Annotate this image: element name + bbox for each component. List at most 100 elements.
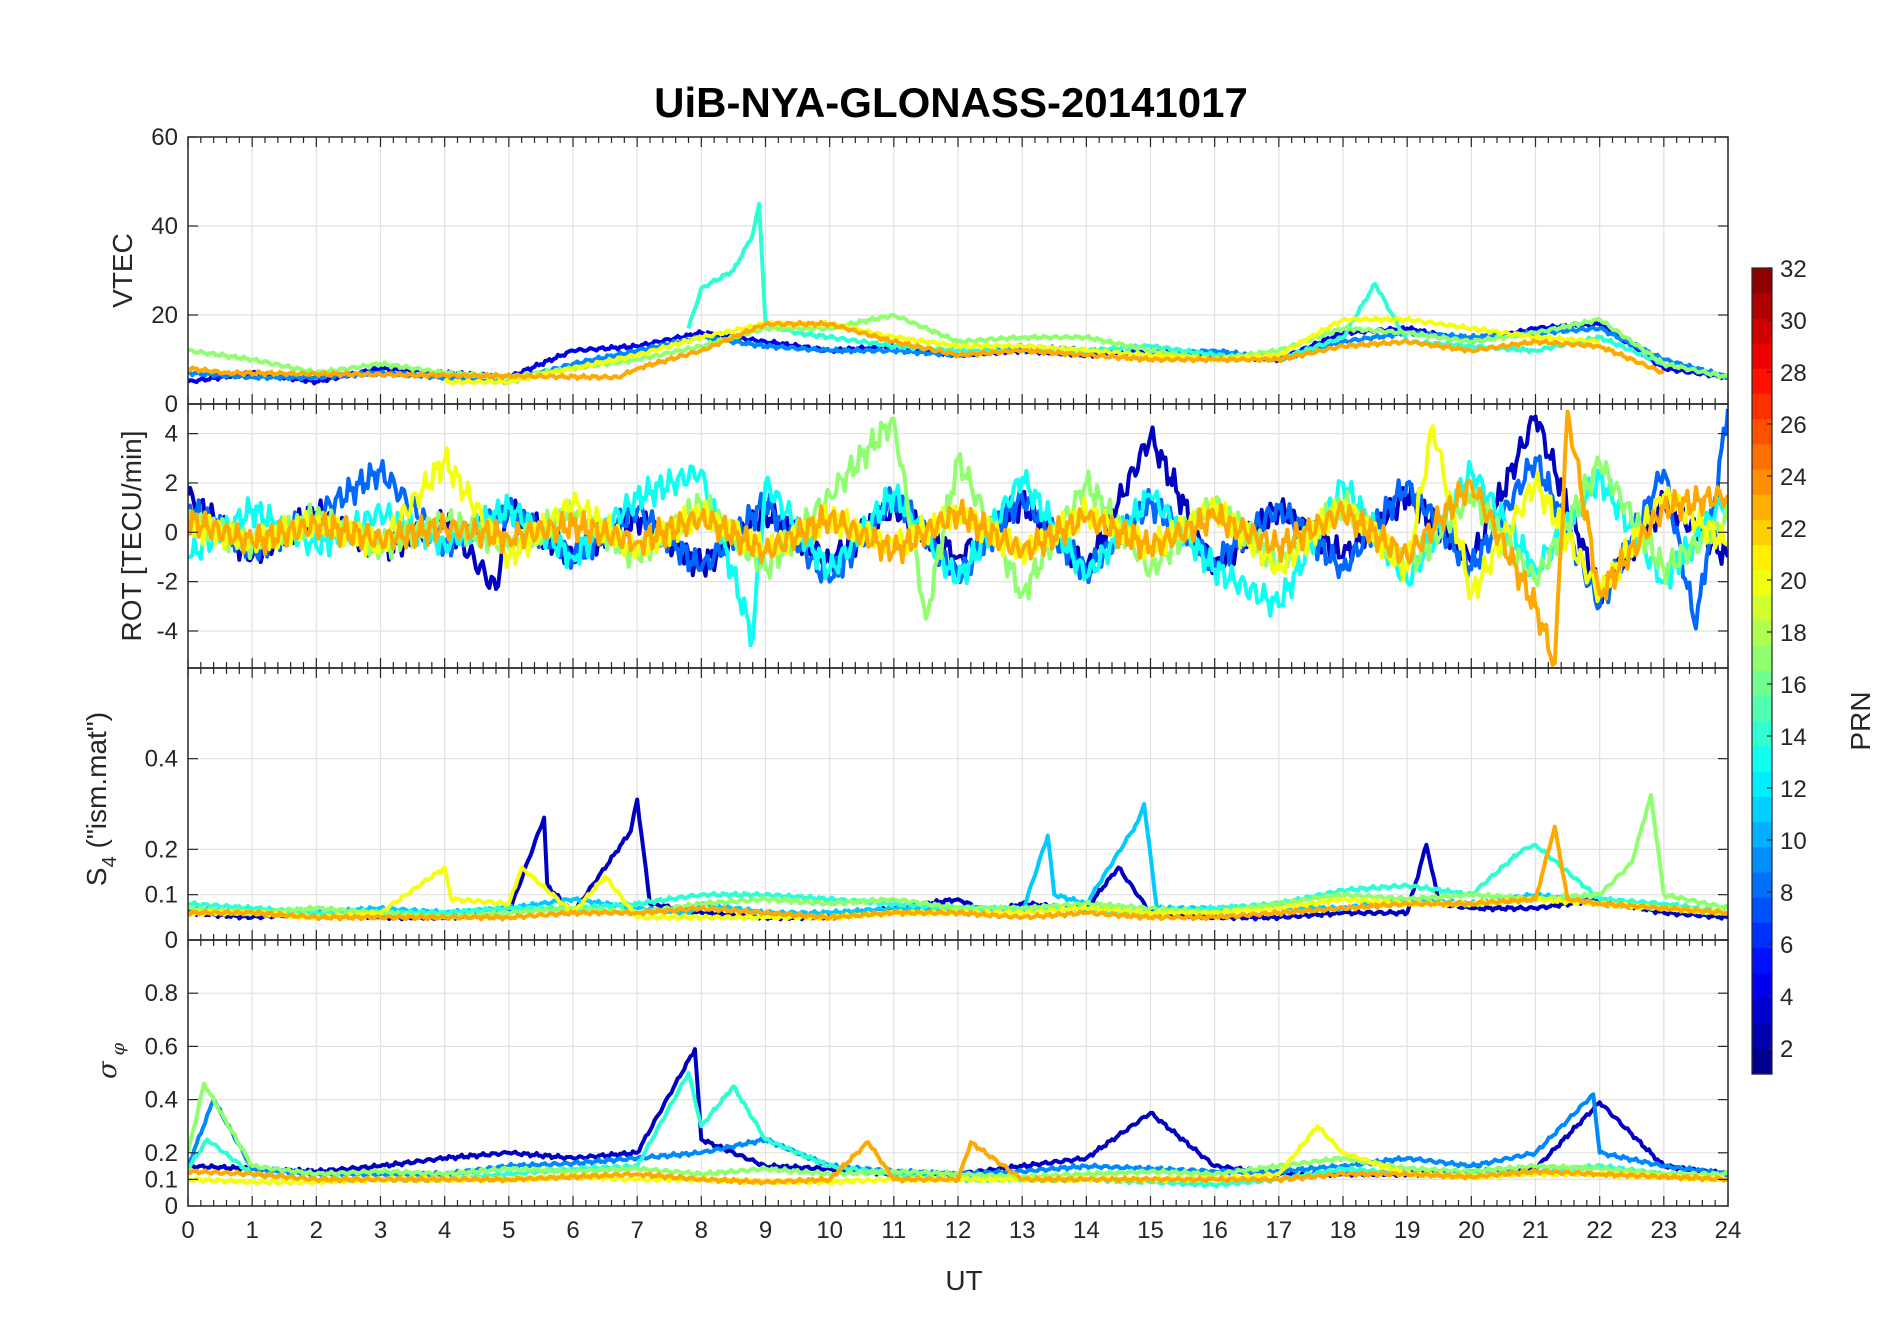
- colorbar-swatch: [1752, 771, 1772, 798]
- colorbar-swatch: [1752, 368, 1772, 395]
- x-tick-label: 13: [1009, 1217, 1036, 1244]
- colorbar-swatch: [1752, 696, 1772, 722]
- colorbar-tick-label: 8: [1780, 880, 1793, 907]
- colorbar-swatch: [1752, 872, 1772, 899]
- colorbar-swatch: [1752, 822, 1772, 848]
- colorbar-swatch: [1752, 595, 1772, 622]
- colorbar-swatch: [1752, 469, 1772, 496]
- colorbar-swatch: [1752, 620, 1772, 647]
- x-tick-label: 2: [310, 1217, 323, 1244]
- colorbar-swatch: [1752, 268, 1772, 294]
- panel-series: [188, 792, 1728, 922]
- x-axis-label: UT: [945, 1265, 982, 1296]
- colorbar-swatch: [1752, 922, 1772, 949]
- colorbar-swatch: [1752, 343, 1772, 370]
- panel-3: 00.10.20.40.60.8σ φ0 1 2 3 4 5 6 7 8 9 10 11 12 13 14 1…: [93, 939, 1742, 1244]
- y-axis-label: σ φ: [93, 1043, 129, 1079]
- colorbar-swatch: [1752, 293, 1772, 319]
- series-line-prn-23: [188, 409, 1728, 667]
- y-tick-label: 0.1: [145, 1166, 178, 1193]
- colorbar-swatch: [1752, 419, 1772, 445]
- colorbar-tick-label: 30: [1780, 308, 1807, 335]
- colorbar-swatch: [1752, 796, 1772, 823]
- colorbar-swatch: [1752, 897, 1772, 924]
- colorbar-tick-label: 10: [1780, 828, 1807, 855]
- y-axis-label: VTEC: [107, 233, 138, 308]
- colorbar-swatch: [1752, 393, 1772, 420]
- series-line-prn-13: [188, 459, 1728, 648]
- panel-series: [188, 201, 1728, 386]
- x-tick-label: 7: [630, 1217, 643, 1244]
- x-tick-label: 12: [945, 1217, 972, 1244]
- series-line-prn-20: [188, 424, 1728, 604]
- panel-1: -4 -2 0 2 4 ROT [TECU/min]: [116, 403, 1729, 669]
- y-tick-label: 0: [165, 927, 178, 954]
- chart-title: UiB-NYA-GLONASS-20141017: [654, 79, 1248, 126]
- colorbar-swatch: [1752, 948, 1772, 974]
- colorbar-swatch: [1752, 998, 1772, 1025]
- series-line-prn-23: [188, 319, 1665, 381]
- y-tick-label: 0.2: [145, 836, 178, 863]
- x-tick-label: 4: [438, 1217, 451, 1244]
- y-tick-label: 2: [165, 470, 178, 497]
- colorbar-tick-label: 22: [1780, 516, 1807, 543]
- y-tick-label: 0.1: [145, 882, 178, 909]
- colorbar-swatch: [1752, 545, 1772, 571]
- y-tick-label: -4: [157, 618, 178, 645]
- x-tick-label: 1: [245, 1217, 258, 1244]
- y-tick-label: 4: [165, 421, 178, 448]
- colorbar-swatch: [1752, 847, 1772, 874]
- colorbar-tick-label: 26: [1780, 412, 1807, 439]
- y-tick-label: 0.2: [145, 1140, 178, 1167]
- colorbar-tick-label: 24: [1780, 464, 1807, 491]
- colorbar-tick-label: 6: [1780, 932, 1793, 959]
- x-tick-label: 23: [1650, 1217, 1677, 1244]
- colorbar-tick-label: 4: [1780, 984, 1793, 1011]
- x-tick-label: 22: [1586, 1217, 1613, 1244]
- x-tick-label: 24: [1715, 1217, 1742, 1244]
- x-tick-label: 21: [1522, 1217, 1549, 1244]
- colorbar-swatch: [1752, 721, 1772, 748]
- y-tick-label: 20: [151, 302, 178, 329]
- x-tick-label: 3: [374, 1217, 387, 1244]
- colorbar-swatch: [1752, 444, 1772, 471]
- colorbar-swatch: [1752, 645, 1772, 672]
- colorbar-swatch: [1752, 1048, 1772, 1075]
- panel-0: 0 20 40 60 VTEC: [107, 124, 1729, 418]
- colorbar-tick-label: 2: [1780, 1036, 1793, 1063]
- colorbar-tick-label: 32: [1780, 256, 1807, 283]
- x-tick-label: 14: [1073, 1217, 1100, 1244]
- x-tick-label: 11: [881, 1217, 906, 1244]
- series-line-prn-23: [188, 1140, 1728, 1186]
- panel-series: [188, 408, 1728, 667]
- y-tick-label: -2: [157, 569, 178, 596]
- panel-2: 0 0.1 0.2 0.4 S4 ("ism.mat"): [81, 667, 1729, 954]
- y-tick-label: 0: [165, 391, 178, 418]
- y-axis-label: S4 ("ism.mat"): [81, 712, 121, 886]
- series-line-prn-20: [443, 315, 1601, 386]
- panel-series: [188, 1047, 1728, 1189]
- x-tick-label: 9: [759, 1217, 772, 1244]
- colorbar-swatch: [1752, 318, 1772, 345]
- y-tick-label: 0: [165, 1193, 178, 1220]
- y-tick-label: 0.6: [145, 1033, 178, 1060]
- x-tick-label: 0: [181, 1217, 194, 1244]
- colorbar-label: PRN: [1845, 691, 1876, 750]
- y-axis-label: ROT [TECU/min]: [116, 430, 147, 641]
- x-tick-label: 17: [1265, 1217, 1292, 1244]
- colorbar-swatch: [1752, 519, 1772, 546]
- colorbar-swatch: [1752, 671, 1772, 697]
- x-tick-label: 20: [1458, 1217, 1485, 1244]
- x-tick-label: 19: [1394, 1217, 1421, 1244]
- x-tick-label: 8: [695, 1217, 708, 1244]
- colorbar-tick-label: 28: [1780, 360, 1807, 387]
- colorbar-tick-label: 16: [1780, 672, 1807, 699]
- x-tick-label: 6: [566, 1217, 579, 1244]
- x-tick-label: 16: [1201, 1217, 1228, 1244]
- colorbar-tick-label: 20: [1780, 568, 1807, 595]
- colorbar-swatch: [1752, 1023, 1772, 1050]
